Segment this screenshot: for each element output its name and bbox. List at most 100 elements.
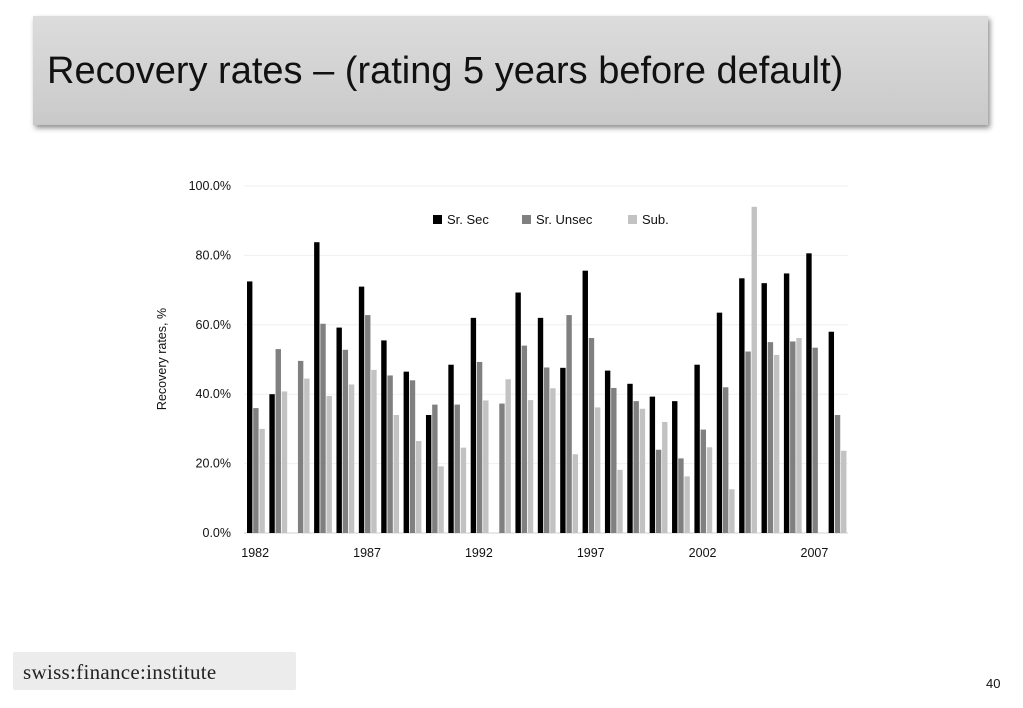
bar (259, 428, 265, 533)
bar (476, 361, 483, 533)
bar (729, 489, 735, 533)
bar (828, 331, 835, 533)
bar (796, 337, 802, 533)
bar (448, 364, 454, 533)
bar (617, 469, 623, 533)
bar (649, 396, 656, 533)
bar (326, 395, 332, 533)
bar (672, 401, 678, 533)
slide-title: Recovery rates – (rating 5 years before … (47, 50, 844, 92)
page-number: 40 (986, 676, 1001, 691)
legend-swatch (628, 215, 637, 224)
y-tick-label: 40.0% (196, 387, 231, 401)
x-tick-label: 1987 (353, 546, 381, 560)
bar (588, 337, 595, 533)
bar (297, 360, 304, 533)
y-tick-label: 60.0% (196, 318, 231, 332)
bar (560, 367, 566, 533)
x-tick-label: 1982 (241, 546, 269, 560)
bar (415, 441, 422, 533)
bar (527, 400, 534, 533)
bar (761, 283, 767, 533)
bar (320, 323, 326, 533)
bar (358, 286, 365, 533)
bar (403, 371, 409, 533)
y-tick-label: 80.0% (196, 248, 231, 262)
bar (365, 315, 371, 533)
bar (460, 447, 467, 533)
y-tick-label: 0.0% (203, 526, 232, 540)
bar (790, 341, 796, 533)
bar (700, 429, 707, 533)
bar (521, 345, 528, 533)
bar (566, 315, 572, 533)
bar (432, 404, 438, 533)
bar (639, 408, 646, 533)
bar (662, 421, 668, 533)
bar (499, 403, 505, 533)
bar (745, 351, 751, 533)
y-axis-label: Recovery rates, % (155, 308, 169, 410)
bar (342, 349, 349, 533)
bar (483, 400, 489, 533)
bar (393, 415, 400, 533)
bar (247, 281, 253, 533)
bar (633, 401, 639, 533)
bar (505, 379, 511, 533)
bar (678, 458, 684, 533)
bar (706, 447, 713, 533)
y-tick-label: 20.0% (196, 457, 231, 471)
logo: swiss:finance:institute (13, 652, 296, 690)
bar (537, 317, 544, 533)
bar (739, 278, 745, 533)
bar (582, 270, 588, 533)
bar (275, 349, 281, 533)
x-tick-label: 1997 (577, 546, 605, 560)
x-tick-label: 1992 (465, 546, 493, 560)
bar (783, 273, 790, 533)
bar (544, 367, 550, 533)
bar (515, 292, 521, 533)
bar (470, 317, 477, 533)
x-tick-label: 2007 (801, 546, 829, 560)
bar (694, 364, 700, 533)
bar (773, 354, 780, 533)
bar (611, 387, 617, 533)
bar (281, 391, 288, 533)
bar (716, 312, 723, 533)
bar (722, 387, 729, 533)
bar (572, 454, 578, 533)
bar (604, 370, 611, 533)
bar (269, 394, 275, 533)
bar (655, 449, 662, 533)
legend-swatch (522, 215, 531, 224)
bar (381, 340, 387, 533)
bar (253, 408, 259, 533)
bar (438, 466, 444, 533)
bar (348, 384, 355, 533)
bar (336, 327, 342, 533)
y-tick-label: 100.0% (189, 179, 231, 193)
bar (594, 407, 601, 533)
bar (314, 242, 320, 533)
bar (812, 347, 818, 533)
legend-label: Sr. Unsec (536, 212, 593, 227)
bar (834, 415, 841, 533)
bar (627, 383, 633, 533)
legend-label: Sr. Sec (447, 212, 489, 227)
bar (841, 450, 847, 533)
bar (454, 404, 460, 533)
legend-swatch (433, 215, 442, 224)
bar (387, 375, 393, 533)
x-tick-label: 2002 (689, 546, 717, 560)
bar (806, 253, 812, 533)
bar (550, 388, 556, 533)
logo-text: swiss:finance:institute (23, 660, 217, 684)
title-banner: Recovery rates – (rating 5 years before … (33, 16, 988, 125)
bar (684, 476, 690, 533)
bar (767, 342, 774, 533)
bar (371, 369, 377, 533)
bar (751, 206, 757, 533)
